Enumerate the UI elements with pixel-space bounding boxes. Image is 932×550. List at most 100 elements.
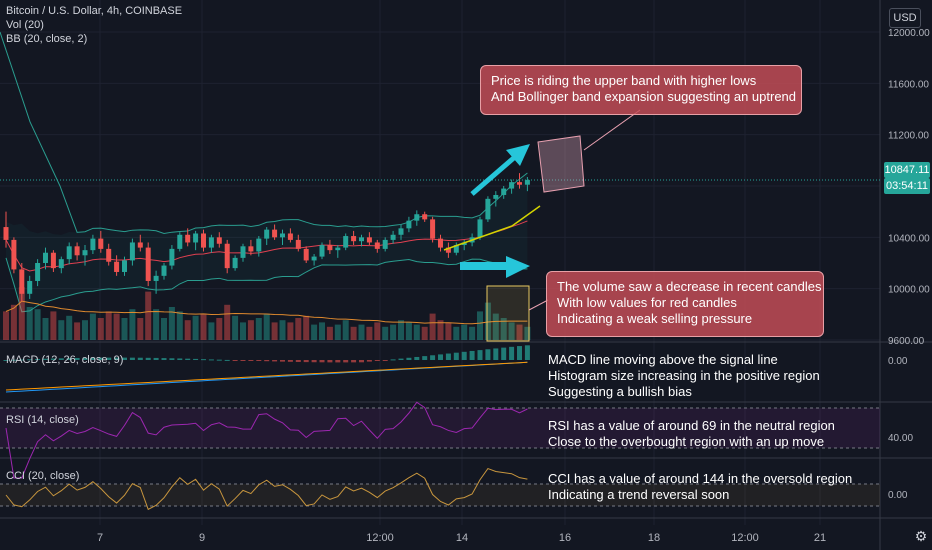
- macd-histogram-bar: [524, 345, 530, 360]
- price-tick-label: 12000.00: [888, 28, 930, 39]
- candle-body: [98, 238, 104, 249]
- macd-histogram-bar: [438, 354, 443, 360]
- macd-histogram-bar: [74, 357, 80, 360]
- volume-bar: [492, 313, 499, 340]
- volume-bar: [232, 315, 239, 340]
- price-tick-label: 10400.00: [888, 233, 930, 244]
- settings-gear-icon[interactable]: ⚙: [914, 528, 928, 544]
- candle-body: [477, 219, 483, 238]
- candle-body: [501, 188, 507, 195]
- candle-body: [359, 237, 364, 242]
- note-line: Close to the overbought region with an u…: [548, 434, 825, 449]
- pane-tick-label: 0.00: [888, 490, 908, 501]
- volume-bar: [508, 322, 515, 340]
- axes: 12000.00 11600.00 11200.00 10400.00 10000.00…: [97, 28, 930, 544]
- candle-body: [185, 234, 191, 243]
- time-tick-label: 9: [199, 532, 205, 544]
- macd-histogram-bar: [201, 359, 206, 361]
- candle-body: [193, 233, 199, 243]
- cci-note[interactable]: CCI has a value of around 144 in the ove…: [548, 471, 852, 503]
- candle-body: [493, 194, 499, 199]
- macd-histogram-bar: [374, 360, 380, 361]
- candle-body: [485, 198, 491, 220]
- volume-bar: [303, 315, 310, 340]
- macd-histogram-bar: [43, 358, 48, 360]
- volume-bar: [26, 307, 33, 340]
- volume-bar: [334, 324, 341, 340]
- candle-body: [351, 236, 357, 242]
- candle-body: [524, 179, 530, 185]
- macd-histogram-bar: [232, 360, 238, 361]
- currency-button[interactable]: USD: [889, 8, 921, 28]
- symbol-title[interactable]: Bitcoin / U.S. Dollar, 4h, COINBASE: [6, 5, 183, 17]
- macd-histogram-bar: [295, 360, 301, 362]
- volume-bar: [10, 304, 17, 340]
- candle-body: [256, 238, 262, 252]
- macd-histogram-bar: [137, 357, 143, 360]
- candle-body: [208, 237, 214, 248]
- pane-tick-label: 0.00: [888, 356, 908, 367]
- volume-callout[interactable]: The volume saw a decrease in recent cand…: [546, 271, 824, 337]
- macd-histogram-bar: [27, 359, 33, 361]
- macd-histogram-bar: [208, 359, 214, 361]
- rsi-band-fill: [0, 408, 880, 448]
- macd-histogram-bar: [153, 357, 159, 360]
- volume-bar: [271, 322, 278, 340]
- candle-body: [177, 234, 183, 249]
- candle-body: [106, 248, 112, 262]
- volume-bar: [18, 287, 25, 340]
- volume-bar: [516, 324, 523, 340]
- macd-histogram-bar: [66, 358, 72, 360]
- candle-body: [422, 214, 428, 220]
- macd-histogram-bar: [35, 358, 41, 360]
- macd-label[interactable]: MACD (12, 26, close, 9): [6, 354, 124, 366]
- rsi-note[interactable]: RSI has a value of around 69 in the neut…: [548, 418, 835, 450]
- callout-line: The volume saw a decrease in recent cand…: [557, 279, 822, 294]
- candle-body: [366, 237, 372, 243]
- callout-line: With low values for red candles: [557, 295, 737, 310]
- volume-bar: [358, 324, 365, 340]
- bar-countdown: 03:54:11: [884, 178, 930, 194]
- volume-bar: [3, 311, 9, 340]
- bollinger-callout[interactable]: Price is riding the upper band with high…: [480, 65, 802, 115]
- note-line: Indicating a trend reversal soon: [548, 487, 730, 502]
- rsi-pane: [0, 401, 880, 479]
- candle-body: [414, 214, 420, 221]
- macd-histogram-bar: [11, 359, 17, 361]
- price-tick-label: 11600.00: [888, 79, 929, 90]
- rsi-line: [5, 401, 528, 479]
- volume-bar: [295, 318, 302, 340]
- candle-body: [240, 246, 246, 258]
- candle-body: [216, 237, 222, 244]
- rsi-label[interactable]: RSI (14, close): [6, 414, 79, 426]
- macd-histogram-bar: [287, 360, 293, 362]
- callout-pointer: [583, 109, 641, 151]
- volume-bar: [224, 304, 231, 340]
- candle-body: [122, 260, 127, 272]
- volume-bar: [247, 320, 254, 340]
- volume-bar: [97, 318, 104, 340]
- volume-bar: [145, 291, 152, 340]
- volume-bar: [287, 322, 294, 340]
- macd-histogram-bar: [351, 360, 357, 363]
- macd-histogram-bar: [224, 359, 230, 361]
- candle-body: [335, 247, 341, 251]
- time-tick-label: 21: [814, 532, 826, 544]
- cci-label[interactable]: CCI (20, close): [6, 470, 80, 482]
- volume-bar: [326, 326, 333, 340]
- macd-histogram-bar: [461, 351, 467, 360]
- volume-bar: [319, 322, 325, 340]
- volume-legend[interactable]: Vol (20): [6, 19, 44, 31]
- macd-histogram-bar: [311, 360, 317, 363]
- macd-histogram-bar: [216, 359, 222, 361]
- macd-note[interactable]: MACD line moving above the signal line H…: [548, 352, 820, 400]
- macd-histogram-bar: [98, 357, 104, 360]
- volume-highlight-box: [486, 285, 530, 342]
- bollinger-legend[interactable]: BB (20, close, 2): [6, 33, 88, 45]
- volume-bar: [58, 320, 65, 340]
- candle-body: [169, 248, 175, 266]
- macd-histogram-bar: [161, 358, 167, 360]
- volume-bar: [453, 326, 460, 340]
- time-tick-label: 12:00: [366, 532, 394, 544]
- uptrend-arrow-shaft: [470, 154, 518, 196]
